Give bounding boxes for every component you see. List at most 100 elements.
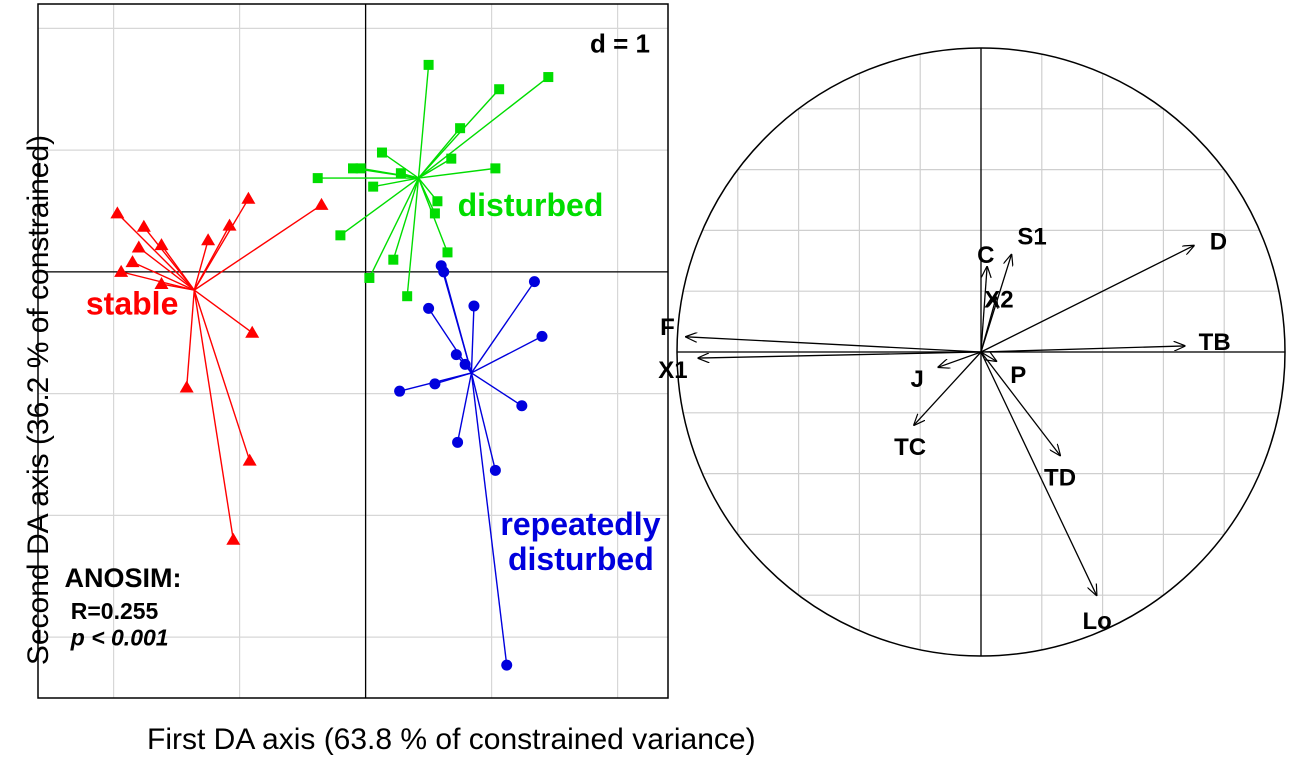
correlation-circle-panel: D TB F X1 C S1 X2 J P TC TD Lo — [658, 47, 1286, 657]
data-point-circle — [450, 349, 462, 361]
spoke-line — [161, 283, 195, 291]
spoke-line — [339, 177, 419, 236]
data-point-triangle — [114, 264, 129, 277]
spoke-line — [193, 289, 253, 334]
arrow-x2 — [980, 297, 996, 353]
spoke-line — [193, 289, 251, 461]
spoke-line — [120, 271, 195, 291]
data-point-triangle — [154, 277, 169, 290]
data-point-circle — [516, 400, 528, 412]
data-point-circle — [438, 266, 450, 278]
vector-label-x1: X1 — [658, 357, 687, 384]
x-axis-label: First DA axis (63.8 % of constrained var… — [147, 723, 756, 756]
data-point-square — [312, 173, 323, 184]
data-point-square — [429, 208, 440, 219]
vector-label-tb: TB — [1199, 329, 1231, 356]
data-point-square — [368, 181, 379, 192]
data-point-circle — [459, 358, 471, 370]
spoke-line — [132, 261, 195, 291]
data-point-circle — [429, 378, 441, 390]
group-label-repeatedly: repeatedly — [500, 506, 660, 542]
series-disturbed — [312, 59, 554, 302]
data-point-square — [395, 168, 406, 179]
data-point-square — [423, 59, 434, 70]
data-point-square — [388, 254, 399, 265]
variable-arrows: D TB F X1 C S1 X2 J P TC TD Lo — [658, 224, 1230, 635]
spoke-line — [443, 271, 473, 374]
spoke-line — [418, 88, 500, 179]
data-point-square — [348, 163, 358, 174]
data-point-circle — [501, 659, 513, 671]
arrow-f — [686, 337, 982, 353]
plot-frame — [37, 3, 669, 699]
data-point-triangle — [314, 197, 329, 210]
y-axis-label: Second DA axis (36.2 % of constrained) — [22, 135, 55, 665]
data-point-triangle — [242, 453, 257, 466]
spoke-line — [471, 335, 543, 374]
spoke-line — [193, 204, 322, 291]
data-point-circle — [468, 300, 480, 312]
data-point-square — [432, 196, 443, 207]
data-point-circle — [489, 464, 501, 476]
data-point-triangle — [201, 233, 216, 246]
vector-label-tc: TC — [894, 434, 926, 461]
data-point-square — [446, 153, 457, 164]
spoke-line — [470, 372, 508, 666]
spoke-line — [417, 127, 461, 179]
data-point-triangle — [226, 532, 241, 545]
vector-label-x2: X2 — [984, 286, 1013, 313]
spoke-line — [160, 244, 195, 291]
arrow-d — [980, 246, 1194, 353]
data-point-circle — [452, 436, 464, 448]
data-point-triangle — [136, 219, 151, 232]
vector-label-s1: S1 — [1017, 224, 1046, 251]
arrow-j — [938, 351, 982, 367]
data-point-square — [494, 84, 505, 95]
data-point-triangle — [154, 238, 169, 251]
vector-label-lo: Lo — [1083, 608, 1112, 635]
data-point-square — [543, 72, 554, 83]
data-point-triangle — [125, 255, 140, 268]
vector-label-p: P — [1010, 362, 1026, 389]
arrow-c — [980, 267, 987, 353]
spoke-line — [456, 372, 473, 443]
data-point-square — [442, 247, 453, 258]
data-point-square — [490, 163, 501, 174]
anosim-statistic: R=0.255 — [71, 598, 159, 624]
data-point-triangle — [241, 191, 256, 204]
data-point-circle — [528, 276, 540, 288]
scale-label: d = 1 — [590, 29, 650, 59]
group-label-repeatedly-disturbed: disturbed — [508, 541, 654, 577]
spoke-line — [138, 246, 195, 291]
spoke-line — [470, 305, 475, 373]
arrow-td — [980, 351, 1060, 455]
vector-label-c: C — [977, 242, 994, 269]
arrow-tb — [980, 346, 1185, 353]
data-point-square — [376, 147, 387, 158]
series-stable — [110, 191, 329, 545]
data-point-triangle — [245, 325, 260, 338]
arrow-lo — [980, 351, 1097, 595]
spoke-line — [418, 158, 452, 179]
data-point-triangle — [131, 240, 146, 253]
group-label-disturbed: disturbed — [458, 187, 604, 223]
data-point-triangle — [179, 380, 194, 393]
spoke-line — [418, 167, 496, 179]
series-layer — [110, 59, 554, 671]
gridlines — [38, 4, 668, 698]
spoke-line — [193, 240, 209, 291]
arrow-x1 — [698, 351, 982, 358]
data-point-circle — [423, 302, 435, 314]
da-scatter-panel: d = 1 stable disturbed repeatedly distur… — [22, 3, 756, 756]
spoke-line — [470, 372, 497, 471]
spoke-line — [116, 212, 195, 291]
spoke-line — [418, 76, 549, 179]
spoke-line — [406, 178, 420, 297]
data-point-square — [402, 291, 413, 302]
data-point-triangle — [222, 218, 237, 231]
spoke-line — [471, 372, 523, 407]
arrow-p — [980, 352, 996, 361]
vector-label-d: D — [1210, 229, 1227, 256]
spoke-line — [470, 281, 536, 374]
